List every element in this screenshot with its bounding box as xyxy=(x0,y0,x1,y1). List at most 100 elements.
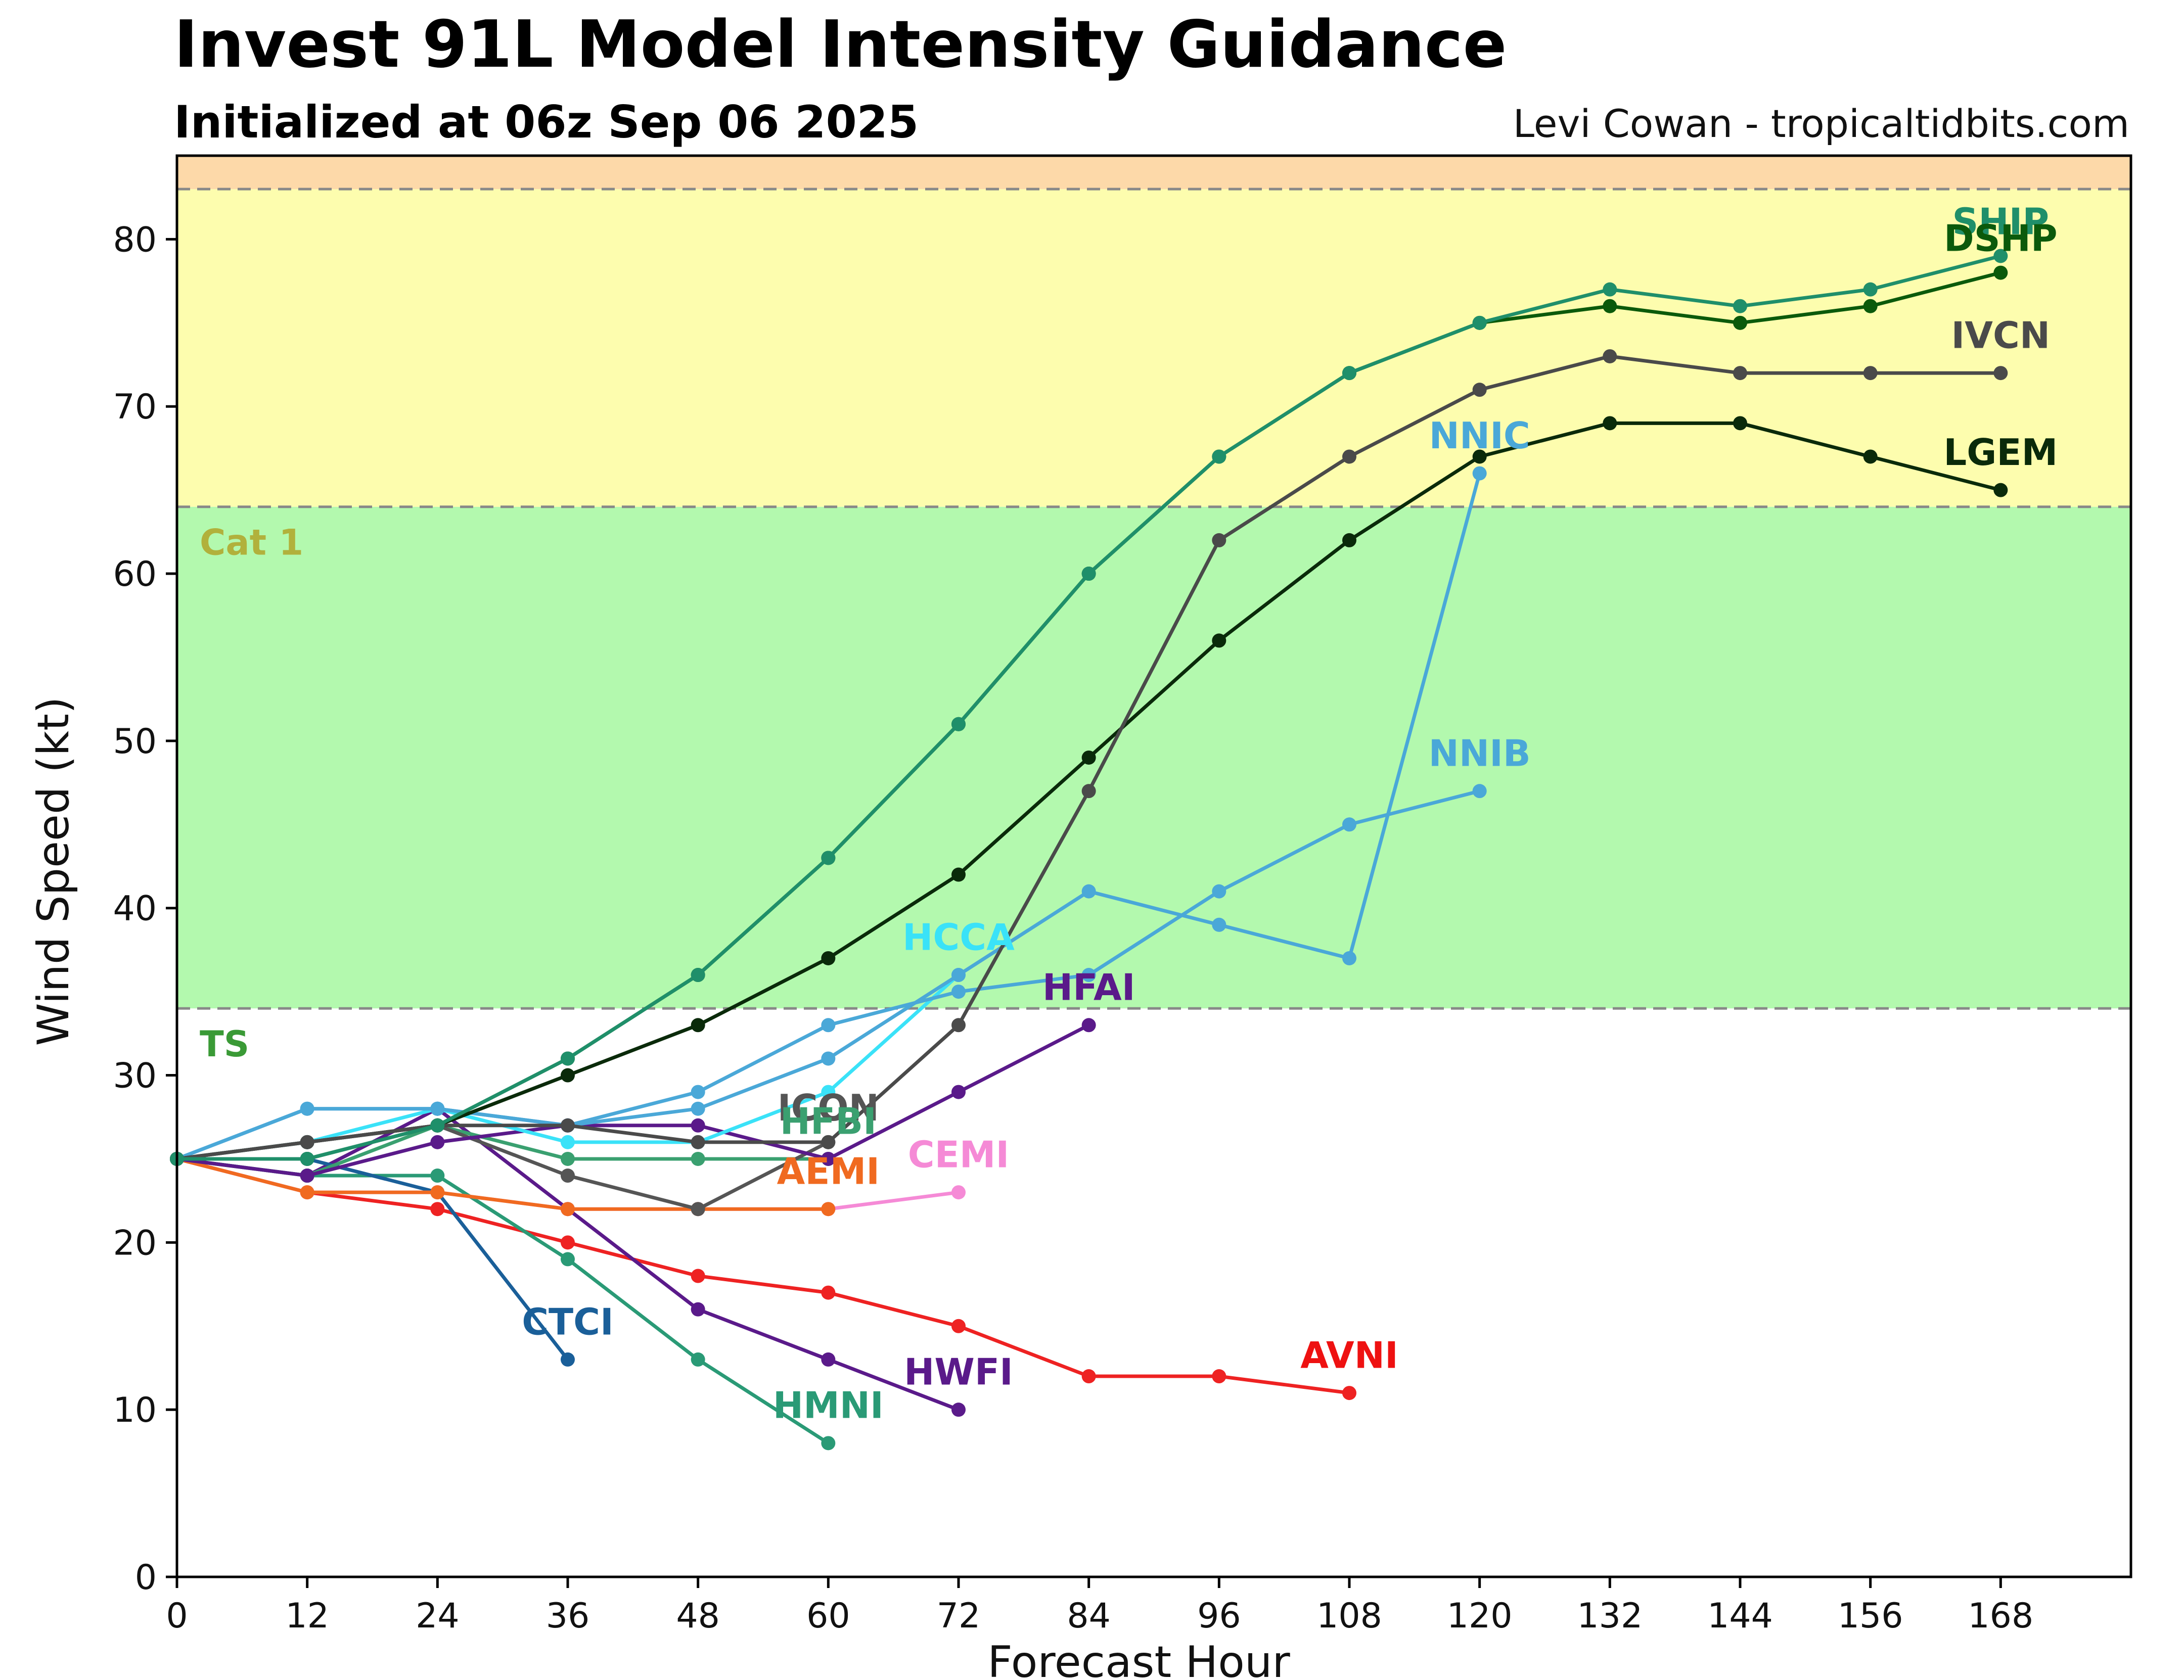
y-axis-label: Wind Speed (kt) xyxy=(28,696,79,1046)
x-tick-label: 48 xyxy=(676,1596,720,1636)
data-point-hfbi xyxy=(691,1151,705,1166)
x-tick-label: 156 xyxy=(1838,1596,1903,1636)
data-point-nnic xyxy=(951,985,966,999)
data-point-ship xyxy=(821,851,836,865)
x-tick-label: 96 xyxy=(1197,1596,1241,1636)
model-label-dshp: DSHP xyxy=(1944,217,2058,260)
data-point-dshp xyxy=(1603,299,1617,313)
data-point-ivcn xyxy=(951,1018,966,1033)
y-tick-label: 80 xyxy=(113,220,157,260)
data-point-lgem xyxy=(1081,750,1096,765)
data-point-hcca xyxy=(821,1085,836,1099)
y-tick-label: 60 xyxy=(113,554,157,594)
data-point-cemi xyxy=(951,1185,966,1200)
y-tick-label: 20 xyxy=(113,1223,157,1263)
data-point-ship xyxy=(561,1051,575,1066)
band-3 xyxy=(177,156,2131,190)
x-tick-label: 132 xyxy=(1577,1596,1643,1636)
y-tick-label: 50 xyxy=(113,722,157,762)
data-point-nnib xyxy=(951,968,966,983)
data-point-ship xyxy=(951,717,966,731)
data-point-hwfi xyxy=(691,1302,705,1317)
data-point-ivcn xyxy=(1733,366,1747,381)
data-point-ivcn xyxy=(1603,349,1617,363)
data-point-ivcn xyxy=(1993,366,2008,381)
model-label-hwfi: HWFI xyxy=(904,1351,1013,1393)
model-label-hfai: HFAI xyxy=(1042,966,1135,1009)
band-label-cat-1: Cat 1 xyxy=(200,522,303,564)
data-point-nnic xyxy=(1342,817,1356,832)
chart-credit: Levi Cowan - tropicaltidbits.com xyxy=(1513,101,2129,146)
data-point-avni xyxy=(1212,1369,1226,1384)
data-point-lgem xyxy=(1733,416,1747,431)
y-tick-label: 10 xyxy=(113,1390,157,1430)
x-tick-label: 36 xyxy=(546,1596,590,1636)
model-label-nnib: NNIB xyxy=(1429,732,1531,775)
data-point-hcca xyxy=(561,1135,575,1149)
x-tick-label: 12 xyxy=(285,1596,329,1636)
data-point-ship xyxy=(1603,282,1617,297)
data-point-hwfi xyxy=(821,1352,836,1367)
data-point-lgem xyxy=(821,951,836,965)
data-point-ship xyxy=(1081,567,1096,581)
series-line-aemi xyxy=(175,1157,830,1211)
data-point-hmni xyxy=(430,1169,445,1183)
data-point-hwfi xyxy=(951,1403,966,1417)
data-point-ivcn xyxy=(1081,784,1096,799)
data-point-hfai xyxy=(691,1118,705,1133)
model-series xyxy=(170,249,2008,1451)
data-point-avni xyxy=(1342,1386,1356,1401)
model-label-lgem: LGEM xyxy=(1943,431,2058,474)
x-tick-label: 0 xyxy=(166,1596,188,1636)
data-point-avni xyxy=(561,1235,575,1250)
data-point-ivcn xyxy=(1472,383,1487,397)
x-tick-label: 84 xyxy=(1067,1596,1111,1636)
y-tick-label: 30 xyxy=(113,1056,157,1096)
data-point-aemi xyxy=(300,1185,314,1200)
data-point-lgem xyxy=(561,1068,575,1083)
data-point-ship xyxy=(1993,249,2008,263)
data-point-ship xyxy=(691,968,705,983)
data-point-nnib xyxy=(1081,884,1096,899)
band-0 xyxy=(177,1008,2131,1577)
series-line-hfai xyxy=(175,1023,1091,1178)
model-label-nnic: NNIC xyxy=(1429,414,1530,457)
y-tick-label: 0 xyxy=(135,1558,157,1598)
data-point-avni xyxy=(951,1319,966,1333)
data-point-ivcn xyxy=(691,1135,705,1149)
band-labels: TS Cat 1 xyxy=(200,522,303,1065)
data-point-nnic xyxy=(691,1085,705,1099)
data-point-dshp xyxy=(1733,315,1747,330)
data-point-lgem xyxy=(1342,533,1356,547)
data-point-lgem xyxy=(1212,633,1226,648)
model-label-hcca: HCCA xyxy=(902,916,1015,958)
data-point-nnic xyxy=(430,1101,445,1116)
model-label-avni: AVNI xyxy=(1300,1334,1398,1376)
data-point-nnic xyxy=(1212,884,1226,899)
y-tick-label: 70 xyxy=(113,387,157,427)
model-label-ivcn: IVCN xyxy=(1951,314,2051,356)
data-point-lgem xyxy=(951,867,966,882)
data-point-nnib xyxy=(1472,466,1487,481)
series-line-avni xyxy=(175,1157,1351,1395)
model-label-aemi: AEMI xyxy=(777,1150,880,1193)
series-ship xyxy=(170,249,2008,1166)
data-point-ship xyxy=(1733,299,1747,313)
data-point-hfai xyxy=(1081,1018,1096,1033)
x-tick-label: 24 xyxy=(416,1596,460,1636)
intensity-bands xyxy=(177,156,2131,1577)
chart-subtitle: Initialized at 06z Sep 06 2025 xyxy=(174,96,919,148)
data-point-ivcn xyxy=(561,1118,575,1133)
data-point-dshp xyxy=(1993,265,2008,280)
band-ts xyxy=(177,506,2131,1009)
model-label-icon: ICON xyxy=(778,1087,879,1129)
data-point-nnib xyxy=(1342,951,1356,965)
data-point-ship xyxy=(300,1151,314,1166)
data-point-hfbi xyxy=(561,1151,575,1166)
model-label-ship: SHIP xyxy=(1952,200,2049,243)
data-point-hmni xyxy=(691,1352,705,1367)
data-point-lgem xyxy=(691,1018,705,1033)
band-cat-1 xyxy=(177,189,2131,507)
axes: 0 12 24 36 48 60 72 84 96 108 120 132 144 156 168 0 10 20… xyxy=(28,220,2033,1680)
